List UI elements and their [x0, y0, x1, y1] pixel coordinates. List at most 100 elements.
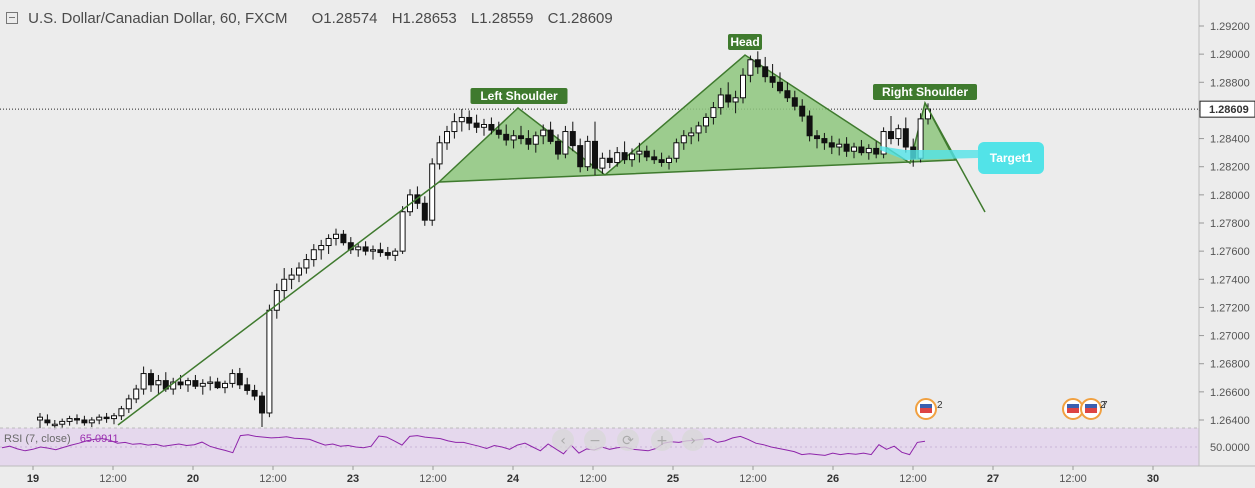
target-label-text: Target1: [990, 151, 1033, 165]
event-badge-c-count: 7: [1102, 400, 1108, 411]
candle-body: [688, 132, 695, 137]
time-tick-label: 12:00: [739, 473, 767, 485]
candle: [214, 377, 221, 390]
collapse-icon[interactable]: [6, 12, 18, 24]
candle-body: [725, 94, 732, 103]
candle-body: [680, 135, 687, 144]
candle: [784, 82, 791, 102]
zoom-out-button: [584, 429, 606, 451]
time-tick-label: 24: [507, 473, 520, 485]
rsi-legend[interactable]: RSI (7, close) 65.0911: [4, 433, 119, 445]
candle-body: [599, 157, 606, 169]
candle-body: [96, 416, 103, 421]
candle-body: [806, 115, 813, 137]
candle-body: [629, 153, 635, 161]
rsi-label: RSI (7, close): [4, 433, 71, 445]
us-flag-stripe: [1067, 408, 1079, 413]
candle: [59, 418, 66, 429]
candle-body: [148, 373, 154, 386]
candle: [584, 135, 591, 171]
candle: [281, 268, 288, 301]
candle-body: [103, 416, 110, 420]
candle-body: [399, 211, 406, 252]
uptrend-line: [117, 181, 440, 426]
scroll-right-button-glyph: ›: [690, 433, 696, 449]
pattern-labels: Left Shoulder Head Right Shoulder Target1: [470, 34, 1044, 174]
candle-body: [444, 131, 450, 144]
rsi-line: [1, 434, 926, 456]
plot-background: [0, 0, 1200, 466]
trend-lines: [117, 102, 986, 426]
candle: [821, 132, 828, 150]
candle: [458, 109, 465, 132]
candle: [695, 121, 702, 142]
candle: [495, 121, 502, 139]
candle-body: [828, 142, 835, 148]
candle: [791, 90, 798, 111]
candle: [207, 376, 214, 391]
candle-body: [547, 129, 554, 142]
candle-body: [192, 380, 199, 387]
candle-body: [717, 94, 724, 109]
candle-body: [118, 408, 125, 417]
candle-body: [843, 143, 850, 152]
right-shoulder-label-text: Right Shoulder: [882, 85, 968, 99]
zoom-out-button-glyph: −: [589, 433, 601, 449]
candle: [525, 130, 532, 150]
candle-body: [207, 381, 214, 384]
open-value: O1.28574: [311, 10, 378, 27]
reset-zoom-button-glyph: ⟳: [622, 433, 634, 449]
time-axis: 19 12:00 20 12:00 23 12:00 24 12:00 25 12:00 26 12:…: [0, 465, 1255, 485]
candle-body: [606, 157, 613, 163]
candle: [636, 142, 643, 163]
left-shoulder-label: Left Shoulder: [470, 88, 568, 104]
candle: [843, 137, 850, 157]
candle: [488, 117, 495, 135]
symbol-legend[interactable]: U.S. Dollar/Canadian Dollar, 60, FXCM O1…: [6, 10, 613, 27]
candle-body: [673, 142, 680, 159]
candle: [444, 125, 450, 150]
candle-body: [340, 233, 347, 244]
candle-body: [377, 249, 384, 254]
reset-zoom-button: [617, 429, 639, 451]
us-flag-stripe: [920, 408, 932, 413]
candle: [266, 304, 273, 418]
candle: [851, 142, 857, 159]
time-tick-label: 12:00: [1059, 473, 1087, 485]
candle: [836, 138, 843, 156]
target-label: Target1: [978, 142, 1044, 174]
candle: [118, 405, 125, 420]
candle-body: [185, 380, 191, 386]
price-axis: 1.292001.290001.288001.286001.284001.282…: [1198, 0, 1255, 466]
candle-body: [273, 290, 280, 311]
candle: [902, 117, 909, 153]
candle-body: [592, 140, 598, 169]
price-tick-label: 1.28000: [1210, 190, 1250, 202]
candle-body: [821, 138, 828, 144]
candle-body: [703, 116, 709, 127]
candle: [606, 149, 613, 169]
candle-body: [851, 146, 857, 152]
candle: [325, 234, 332, 254]
candle: [333, 228, 339, 246]
time-tick-label: 27: [987, 473, 999, 485]
candle: [259, 391, 265, 428]
candle-body: [865, 147, 872, 154]
price-tick-label: 1.27800: [1210, 218, 1250, 230]
target-label-bg: [978, 142, 1044, 174]
time-tick-label: 19: [27, 473, 39, 485]
candle-body: [710, 107, 717, 118]
candle: [518, 125, 524, 145]
candle-body: [555, 140, 561, 155]
head-label: Head: [728, 34, 762, 50]
candle-body: [858, 146, 865, 154]
candle: [673, 138, 680, 163]
price-tick-label: 1.26600: [1210, 387, 1250, 399]
time-tick-label: 20: [187, 473, 199, 485]
candle: [310, 244, 317, 267]
candle-body: [51, 423, 58, 427]
candle-body: [429, 163, 436, 221]
time-tick-label: 30: [1147, 473, 1159, 485]
